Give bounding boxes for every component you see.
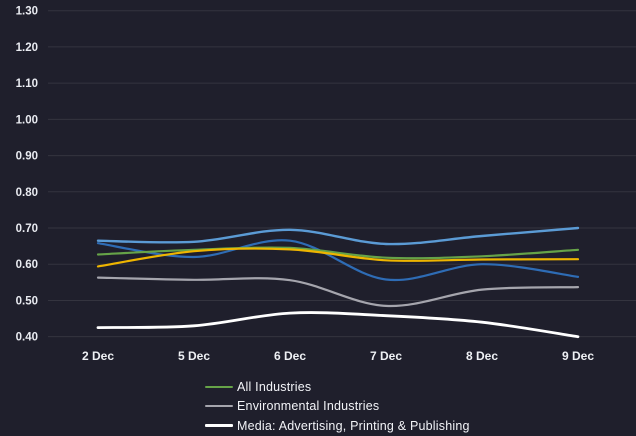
all-industries-line-swatch (205, 385, 233, 388)
y-axis-tick-label: 0.90 (16, 151, 38, 163)
y-axis-tick-label: 0.80 (16, 187, 38, 199)
environmental-industries-line-swatch (205, 405, 233, 408)
y-axis-tick-label: 1.20 (16, 42, 38, 54)
y-axis-tick-label: 0.60 (16, 259, 38, 271)
dark-blue-series-line (96, 239, 580, 282)
legend-item-media-advertising[interactable]: Media: Advertising, Printing & Publishin… (205, 416, 470, 436)
x-axis-tick-label: 5 Dec (178, 349, 210, 363)
legend-item-environmental-industries[interactable]: Environmental Industries (205, 397, 470, 417)
x-axis-tick-label: 2 Dec (82, 349, 114, 363)
legend-label-environmental-industries: Environmental Industries (237, 399, 380, 414)
light-blue-series-line (96, 226, 580, 246)
gray-series-line (96, 276, 580, 308)
x-axis-tick-label: 9 Dec (562, 349, 594, 363)
y-axis-tick-label: 1.30 (16, 6, 38, 18)
legend-item-all-industries[interactable]: All Industries (205, 377, 470, 397)
y-axis-tick-label: 0.50 (16, 295, 38, 307)
yellow-series-line (96, 247, 580, 268)
x-axis-tick-label: 6 Dec (274, 349, 306, 363)
legend: All Industries Environmental Industries … (205, 377, 470, 436)
y-axis-tick-label: 0.40 (16, 332, 38, 344)
y-axis-tick-label: 1.10 (16, 78, 38, 90)
legend-label-media-advertising: Media: Advertising, Printing & Publishin… (237, 418, 470, 433)
x-axis-tick-label: 8 Dec (466, 349, 498, 363)
y-axis-tick-label: 0.70 (16, 223, 38, 235)
y-axis-tick-label: 1.00 (16, 114, 38, 126)
white-series-line (96, 311, 580, 339)
media-advertising-line-swatch (205, 424, 233, 428)
x-axis-tick-label: 7 Dec (370, 349, 402, 363)
green-series-line (96, 246, 580, 260)
legend-label-all-industries: All Industries (237, 379, 312, 394)
